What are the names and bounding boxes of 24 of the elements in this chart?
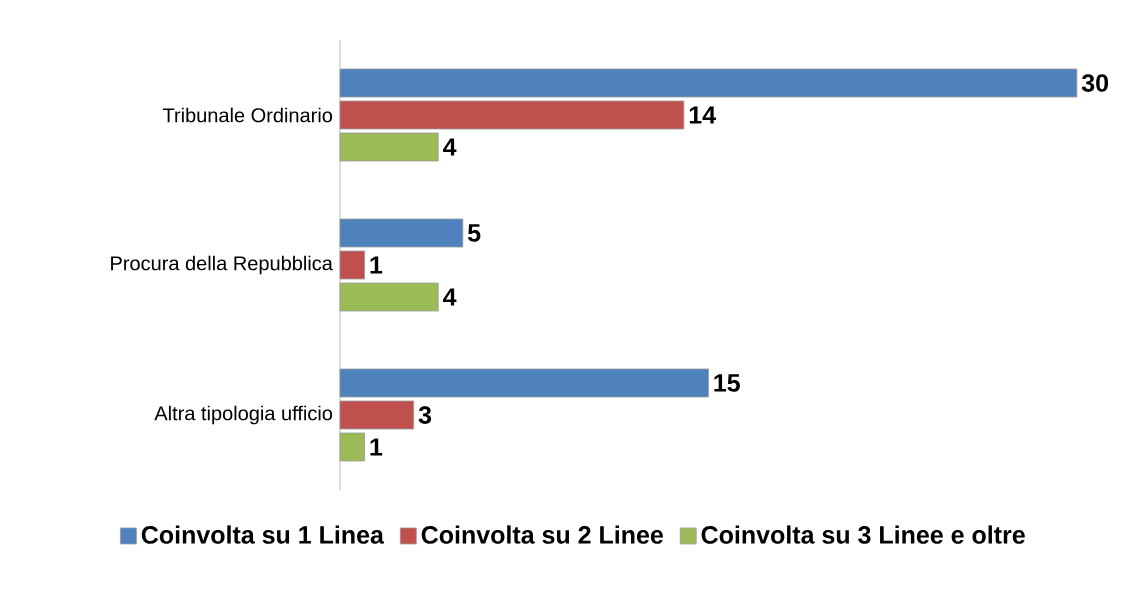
y-tick-label: Procura della Repubblica [111,255,333,275]
data-label: 5 [467,224,481,242]
bar [339,432,365,462]
data-label: 4 [443,288,457,306]
y-tick-label: Tribunale Ordinario [162,107,333,123]
bar [339,100,685,130]
bar [339,400,415,430]
y-tick-label: Altra tipologia ufficio [154,405,333,425]
legend-label: Coinvolta su 2 Linee [421,525,663,544]
bar [339,132,439,162]
legend-label: Coinvolta su 3 Linee e oltre [701,525,1025,544]
data-label: 4 [443,138,457,156]
bar [339,282,439,312]
bar [339,218,464,248]
data-label: 3 [418,406,432,424]
data-label: 15 [714,374,740,392]
data-label: 1 [370,256,383,274]
data-label: 1 [370,438,383,456]
bar [339,68,1078,98]
legend-label: Coinvolta su 1 Linea [141,525,385,544]
bar [339,368,709,398]
bar [339,250,365,280]
data-label: 14 [689,106,716,124]
data-label: 30 [1081,74,1109,92]
